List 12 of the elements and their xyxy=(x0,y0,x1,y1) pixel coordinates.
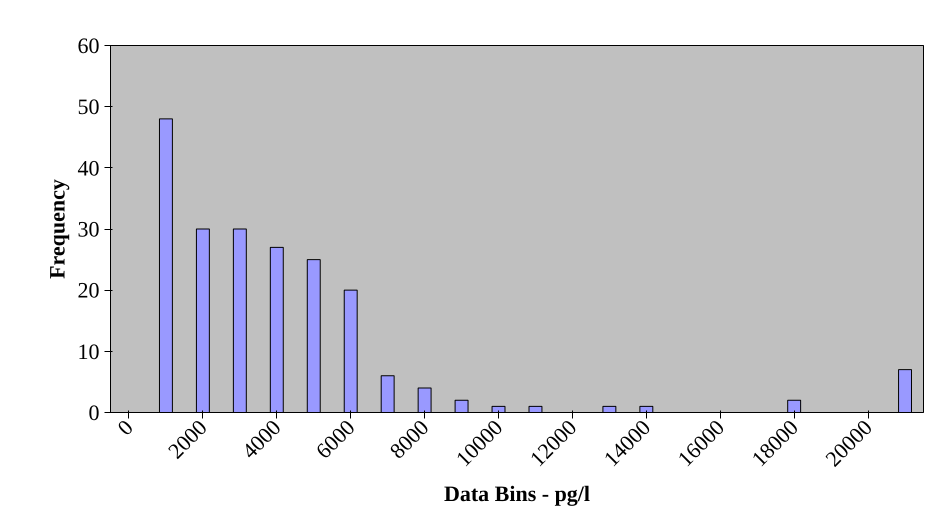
y-tick-label: 50 xyxy=(78,94,100,120)
x-tick-label: 4000 xyxy=(236,414,286,464)
x-tick-label: 0 xyxy=(112,414,138,440)
x-axis-title: Data Bins - pg/l xyxy=(444,480,590,506)
y-tick-label: 20 xyxy=(78,278,100,303)
y-tick-label: 30 xyxy=(78,216,100,242)
y-tick-label: 60 xyxy=(78,33,100,58)
y-axis-title: Frequency xyxy=(44,179,70,279)
x-tick-label: 6000 xyxy=(310,414,360,464)
y-tick-label: 10 xyxy=(78,338,100,364)
y-tick-label: 40 xyxy=(78,155,100,180)
x-tick-label: 8000 xyxy=(384,414,434,464)
